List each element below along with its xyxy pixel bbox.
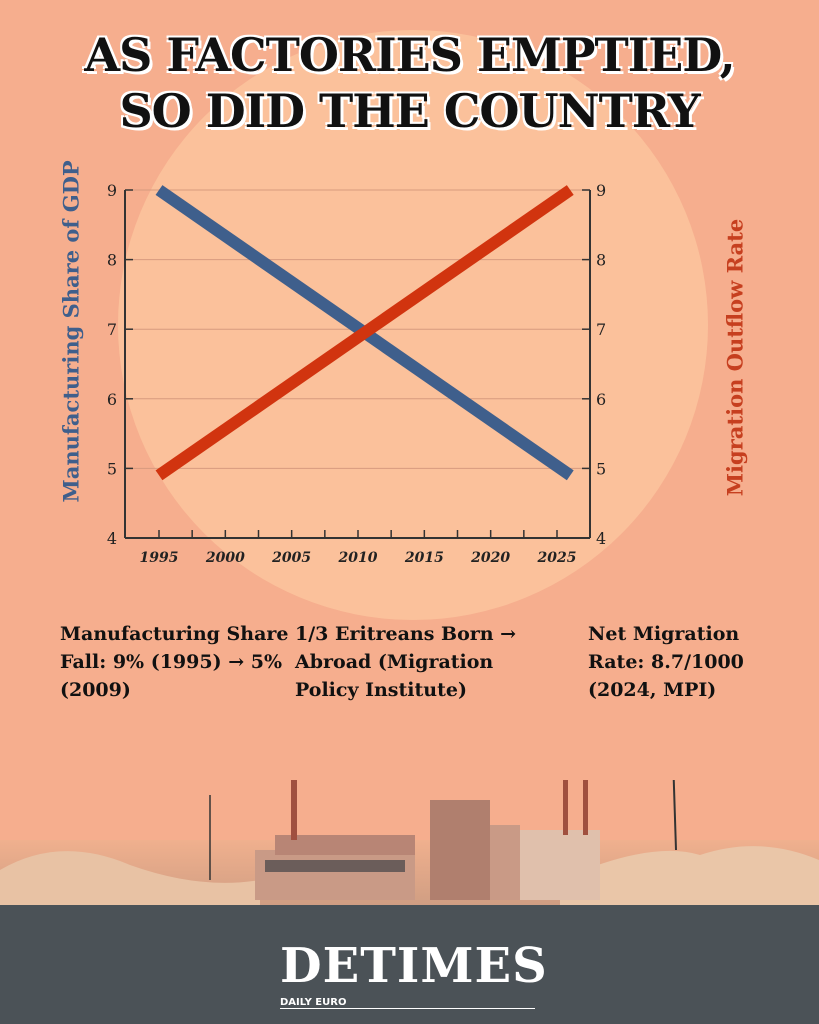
series-line-migration (155, 185, 574, 481)
x-tick-label: 2000 (205, 550, 245, 566)
y-tick-label-left: 7 (107, 320, 117, 339)
y-tick-label-right: 5 (596, 459, 606, 478)
logo-sub: DAILY EURO (280, 997, 535, 1009)
y-tick-label-right: 4 (596, 529, 606, 548)
y-tick-label-right: 9 (596, 181, 606, 200)
x-tick-label: 2025 (537, 550, 577, 566)
y-tick-label-right: 6 (596, 390, 606, 409)
y-tick-label-right: 8 (596, 251, 606, 270)
y-tick-label-left: 5 (107, 459, 117, 478)
background-sun (118, 30, 708, 620)
factory-scene (0, 780, 819, 910)
title-line-2: SO DID THE COUNTRY (119, 84, 700, 138)
x-tick-label: 1995 (140, 550, 179, 566)
x-tick-label: 2020 (470, 550, 510, 566)
note-eritreans: 1/3 Eritreans Born → Abroad (Migration P… (295, 623, 517, 701)
title-line-1: AS FACTORIES EMPTIED, (84, 28, 735, 82)
note-manufacturing: Manufacturing Share Fall: 9% (1995) → 5%… (60, 623, 289, 701)
right-axis-label: Migration Outflow Rate (722, 218, 748, 497)
y-tick-label-left: 4 (107, 529, 117, 548)
y-tick-label-left: 8 (107, 251, 117, 270)
line-chart: 4 4 5 5 6 6 7 7 8 8 9 9 1995 2000 2005 2010 2015 2020 2025 (107, 181, 606, 566)
x-tick-label: 2005 (271, 550, 311, 566)
note-net-migration: Net Migration Rate: 8.7/1000 (2024, MPI) (588, 623, 744, 701)
y-tick-label-left: 9 (107, 181, 117, 200)
y-tick-label-left: 6 (107, 390, 117, 409)
x-tick-label: 2010 (338, 550, 378, 566)
x-tick-label: 2015 (404, 550, 444, 566)
left-axis-label: Manufacturing Share of GDP (58, 160, 84, 503)
logo: DETIMES DAILY EURO (280, 942, 550, 1009)
road (0, 905, 819, 1024)
logo-main: DETIMES (280, 938, 548, 994)
y-tick-label-right: 7 (596, 320, 606, 339)
